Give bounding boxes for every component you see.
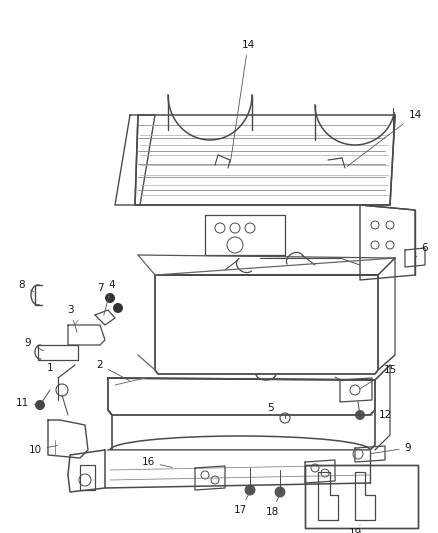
Text: 12: 12 bbox=[365, 410, 392, 420]
Text: 14: 14 bbox=[230, 40, 254, 162]
Text: 7: 7 bbox=[97, 283, 110, 298]
Text: 5: 5 bbox=[267, 403, 281, 416]
Text: 19: 19 bbox=[348, 525, 362, 533]
Circle shape bbox=[275, 487, 285, 497]
Text: 1: 1 bbox=[47, 363, 58, 378]
Text: 14: 14 bbox=[347, 110, 422, 166]
Text: 11: 11 bbox=[15, 398, 37, 408]
Text: 3: 3 bbox=[67, 305, 77, 333]
Text: 8: 8 bbox=[19, 280, 34, 292]
Text: 18: 18 bbox=[265, 497, 279, 517]
Text: 15: 15 bbox=[360, 365, 397, 389]
Circle shape bbox=[355, 410, 365, 420]
Text: 6: 6 bbox=[415, 243, 428, 258]
Text: 10: 10 bbox=[28, 445, 57, 455]
Circle shape bbox=[245, 485, 255, 495]
Text: 9: 9 bbox=[371, 443, 411, 454]
Text: 9: 9 bbox=[25, 338, 43, 351]
Text: 16: 16 bbox=[141, 457, 172, 467]
Circle shape bbox=[35, 400, 45, 410]
Circle shape bbox=[105, 293, 115, 303]
Text: 4: 4 bbox=[104, 280, 115, 316]
Text: 2: 2 bbox=[97, 360, 130, 381]
Circle shape bbox=[113, 303, 123, 313]
Text: 17: 17 bbox=[233, 495, 249, 515]
